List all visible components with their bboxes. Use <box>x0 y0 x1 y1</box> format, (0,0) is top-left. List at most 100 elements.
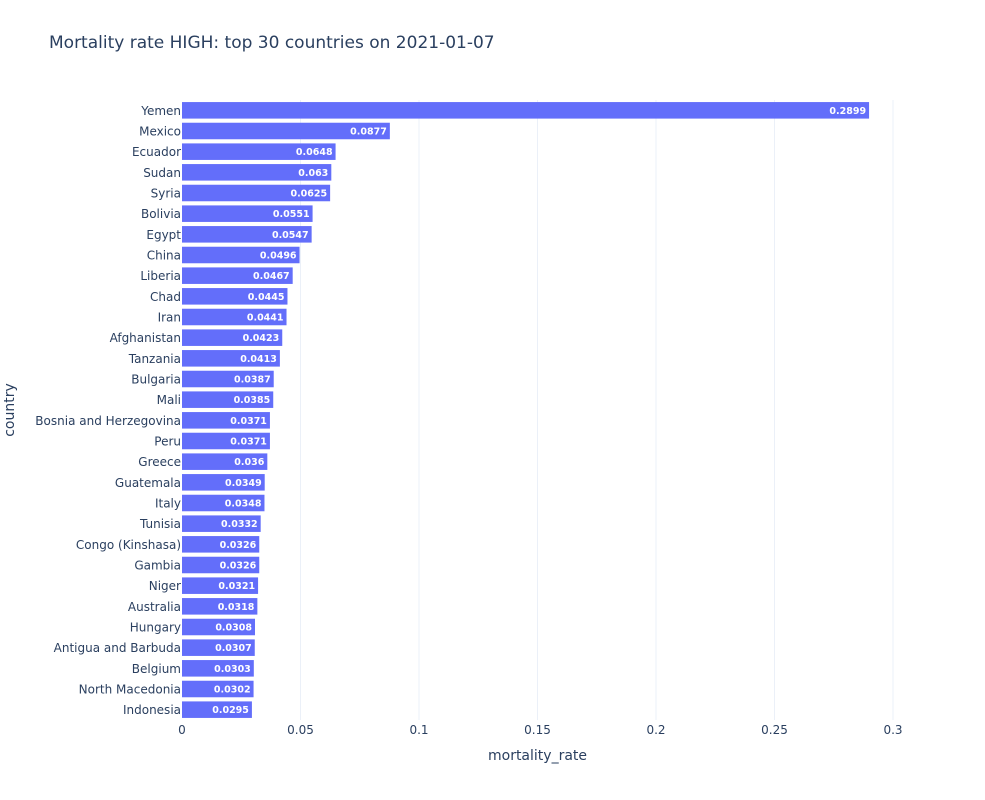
y-tick-label: Tanzania <box>128 352 181 366</box>
bar[interactable] <box>182 618 255 636</box>
x-tick-label: 0.05 <box>287 723 314 737</box>
y-tick-label: Peru <box>154 435 181 449</box>
bar-value-label: 0.0318 <box>218 602 255 613</box>
y-tick-label: Congo (Kinshasa) <box>76 538 181 552</box>
bar-value-label: 0.0551 <box>273 209 310 220</box>
x-tick-label: 0.3 <box>883 723 902 737</box>
bar-value-label: 0.0385 <box>234 395 271 406</box>
bar[interactable] <box>182 205 313 222</box>
y-tick-label: Niger <box>149 579 181 593</box>
bar-value-label: 0.0348 <box>225 499 262 510</box>
y-tick-label: Mexico <box>139 125 181 139</box>
bar[interactable] <box>182 308 287 326</box>
bar-value-label: 0.0877 <box>350 127 387 138</box>
bar-value-label: 0.0303 <box>214 664 251 675</box>
bar-value-label: 0.0413 <box>240 354 277 365</box>
y-tick-label: Tunisia <box>139 517 181 531</box>
y-tick-label: Hungary <box>130 621 181 635</box>
y-tick-label: Indonesia <box>123 703 181 717</box>
chart-title: Mortality rate HIGH: top 30 countries on… <box>49 33 495 53</box>
bar[interactable] <box>182 226 312 243</box>
bar[interactable] <box>182 515 261 532</box>
bar[interactable] <box>182 370 274 388</box>
bar[interactable] <box>182 350 280 367</box>
bar[interactable] <box>182 267 293 284</box>
bar[interactable] <box>182 598 258 615</box>
y-tick-label: Yemen <box>140 104 181 118</box>
y-tick-label: Ecuador <box>132 145 181 159</box>
y-tick-label: Sudan <box>143 166 181 180</box>
bar[interactable] <box>182 494 265 512</box>
bar-value-label: 0.0326 <box>220 540 257 551</box>
bar[interactable] <box>182 660 254 677</box>
bar[interactable] <box>182 639 255 656</box>
bar-value-label: 0.0441 <box>247 313 284 324</box>
bar-value-label: 0.0467 <box>253 271 290 282</box>
bar-value-label: 0.0349 <box>225 478 262 489</box>
bar-value-label: 0.0302 <box>214 685 251 696</box>
bar-value-label: 0.0648 <box>296 147 333 158</box>
bar-value-label: 0.0321 <box>218 581 255 592</box>
bar[interactable] <box>182 453 268 470</box>
y-tick-label: Bulgaria <box>131 373 181 387</box>
y-tick-label: Egypt <box>146 228 181 242</box>
y-tick-label: Gambia <box>134 559 181 573</box>
bar[interactable] <box>182 474 265 491</box>
bar-value-label: 0.0496 <box>260 251 297 262</box>
bar[interactable] <box>182 412 270 429</box>
bar-value-label: 0.063 <box>298 168 328 179</box>
bar-value-label: 0.0371 <box>230 437 267 448</box>
y-tick-label: Mali <box>157 393 181 407</box>
bar-value-label: 0.2899 <box>829 106 866 117</box>
bar[interactable] <box>182 577 259 594</box>
bar-value-label: 0.0307 <box>215 643 252 654</box>
bar-value-label: 0.0625 <box>290 189 327 200</box>
y-tick-label: Bosnia and Herzegovina <box>35 414 181 428</box>
bar[interactable] <box>182 288 288 305</box>
y-axis-title: country <box>2 383 18 437</box>
x-tick-label: 0.2 <box>646 723 665 737</box>
bar-value-label: 0.0332 <box>221 519 258 530</box>
bar-value-label: 0.0371 <box>230 416 267 427</box>
y-tick-label: Liberia <box>140 269 181 283</box>
bar-value-label: 0.0295 <box>212 705 249 716</box>
y-tick-label: Antigua and Barbuda <box>54 641 181 655</box>
bar[interactable] <box>182 102 870 119</box>
bar-value-label: 0.0308 <box>215 623 252 634</box>
y-tick-label: Guatemala <box>115 476 181 490</box>
y-tick-label: Chad <box>150 290 181 304</box>
bar-value-label: 0.0387 <box>234 375 271 386</box>
x-tick-label: 0.25 <box>761 723 788 737</box>
bar-value-label: 0.036 <box>234 457 264 468</box>
y-tick-label: China <box>147 249 181 263</box>
bar[interactable] <box>182 536 260 553</box>
y-tick-label: Belgium <box>132 662 181 676</box>
bar[interactable] <box>182 391 274 408</box>
y-tick-label: Iran <box>158 311 181 325</box>
bar-value-label: 0.0445 <box>248 292 285 303</box>
bar[interactable] <box>182 143 336 160</box>
bar[interactable] <box>182 246 300 264</box>
y-tick-label: Bolivia <box>141 207 181 221</box>
bar[interactable] <box>182 432 270 450</box>
bar[interactable] <box>182 329 283 346</box>
x-tick-label: 0.1 <box>409 723 428 737</box>
x-tick-label: 0 <box>178 723 186 737</box>
bar-value-label: 0.0326 <box>220 561 257 572</box>
y-tick-label: Syria <box>151 187 181 201</box>
bar[interactable] <box>182 184 331 202</box>
y-tick-label: Greece <box>138 455 181 469</box>
y-tick-label: Italy <box>155 497 181 511</box>
x-tick-label: 0.15 <box>524 723 551 737</box>
bar[interactable] <box>182 122 390 140</box>
bar[interactable] <box>182 164 332 181</box>
bar[interactable] <box>182 680 254 698</box>
bar-value-label: 0.0547 <box>272 230 309 241</box>
bar[interactable] <box>182 556 260 574</box>
bar-value-label: 0.0423 <box>243 333 280 344</box>
bar[interactable] <box>182 701 252 718</box>
x-axis-title: mortality_rate <box>488 748 587 764</box>
y-tick-label: North Macedonia <box>79 683 181 697</box>
y-tick-label: Australia <box>128 600 181 614</box>
